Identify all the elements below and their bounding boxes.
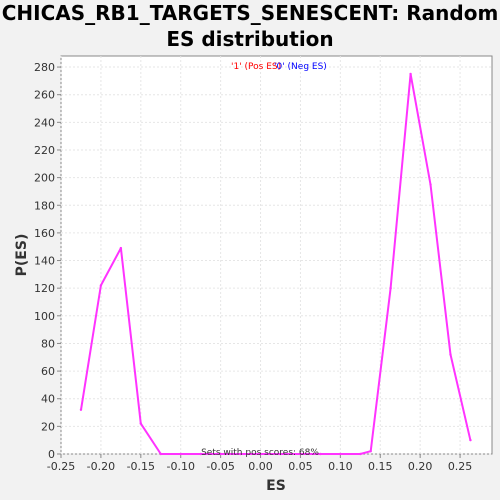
y-tick-label: 0: [48, 448, 55, 461]
x-tick-label: 0.10: [328, 460, 353, 473]
es-data-point: [219, 452, 222, 456]
x-tick-label: 0.15: [368, 460, 393, 473]
y-tick-label: 80: [41, 337, 55, 350]
chart-title-line1: CHICAS_RB1_TARGETS_SENESCENT: Random: [2, 1, 499, 25]
x-axis: -0.25 -0.20 -0.15 -0.10 -0.05 0.00 0.05 0.10 0.1…: [47, 454, 473, 473]
es-data-point: [359, 452, 362, 456]
y-axis-label: P(ES): [14, 234, 30, 277]
es-data-point: [179, 452, 182, 456]
y-tick-label: 240: [34, 116, 55, 129]
y-tick-label: 220: [34, 144, 55, 157]
es-data-point: [259, 452, 262, 456]
es-data-point: [469, 438, 472, 442]
es-data-point: [409, 72, 412, 76]
y-tick-label: 20: [41, 420, 55, 433]
y-tick-label: 260: [34, 89, 55, 102]
x-tick-label: -0.15: [127, 460, 155, 473]
es-data-point: [369, 450, 372, 453]
chart-title-line2: ES distribution: [166, 27, 333, 51]
legend-neg-es: '0' (Neg ES): [274, 62, 327, 72]
es-data-point: [339, 452, 342, 456]
x-tick-label: 0.05: [288, 460, 313, 473]
x-tick-label: -0.10: [166, 460, 194, 473]
es-data-point: [139, 422, 143, 425]
legend-pos-es: '1' (Pos ES): [231, 62, 281, 72]
es-data-point: [319, 452, 322, 456]
y-tick-label: 200: [34, 172, 55, 185]
pos-scores-annotation: Sets with pos scores: 68%: [201, 448, 319, 458]
x-tick-label: 0.00: [248, 460, 273, 473]
x-tick-label: -0.20: [87, 460, 115, 473]
y-tick-label: 280: [34, 61, 55, 74]
es-data-point: [199, 452, 202, 456]
es-data-point: [429, 183, 432, 186]
y-tick-label: 140: [34, 255, 55, 268]
es-data-point: [449, 353, 452, 356]
es-data-point: [99, 284, 103, 287]
x-tick-label: 0.20: [408, 460, 433, 473]
es-data-point: [279, 452, 282, 456]
y-tick-label: 40: [41, 393, 55, 406]
es-data-point: [79, 408, 83, 411]
es-data-point: [159, 452, 162, 456]
x-tick-label: -0.25: [47, 460, 75, 473]
es-data-point: [299, 452, 302, 456]
y-tick-label: 180: [34, 199, 55, 212]
plot-area: [60, 55, 493, 455]
es-data-point: [239, 452, 242, 456]
y-tick-label: 160: [34, 227, 55, 240]
y-tick-label: 120: [34, 282, 55, 295]
x-tick-label: 0.25: [448, 460, 473, 473]
y-tick-label: 100: [34, 310, 55, 323]
y-tick-label: 60: [41, 365, 55, 378]
x-axis-label: ES: [266, 478, 286, 494]
y-axis: 0 20 40 60 80 100 120 140 160 180 200 220 240 260 280: [34, 61, 61, 461]
x-tick-label: -0.05: [206, 460, 234, 473]
es-data-point: [389, 286, 392, 290]
es-data-point: [119, 246, 123, 250]
series-layer: [79, 72, 472, 456]
